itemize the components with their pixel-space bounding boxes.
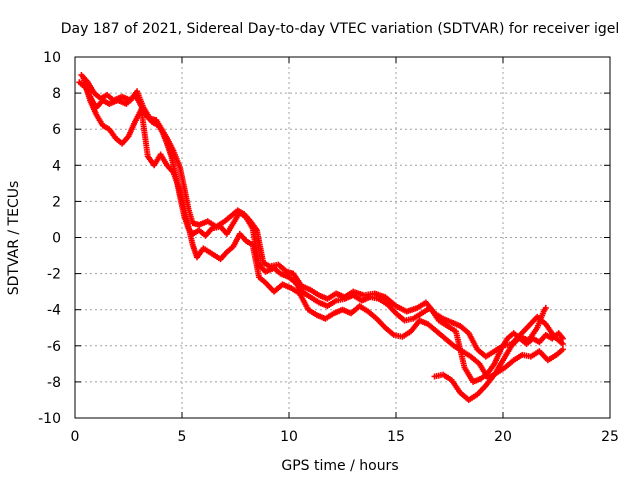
- data-point-marker: [542, 304, 549, 311]
- y-tick-label: -8: [47, 375, 61, 391]
- chart-title: Day 187 of 2021, Sidereal Day-to-day VTE…: [61, 21, 620, 37]
- x-tick-label: 25: [601, 429, 619, 445]
- y-tick-label: -6: [47, 339, 61, 355]
- series-track-d: [431, 304, 549, 403]
- x-axis-label: GPS time / hours: [281, 458, 398, 474]
- data-point-marker: [559, 335, 566, 342]
- plot-frame: [74, 56, 611, 419]
- y-tick-label: 4: [52, 158, 61, 174]
- y-tick-label: -2: [47, 267, 61, 283]
- y-tick-label: 10: [43, 50, 61, 66]
- axis-ticks: 0 5 10 15 20 25 -10 -8 -6 -4 -2 0 2 4 6 8 10: [38, 50, 619, 445]
- series-track-b: [78, 72, 566, 360]
- y-axis-label: SDTVAR / TECUs: [6, 181, 22, 296]
- data-point-marker: [559, 340, 566, 347]
- y-tick-label: 0: [52, 231, 61, 247]
- data-point-marker: [559, 346, 566, 353]
- grid-lines: [75, 57, 610, 418]
- x-tick-label: 5: [178, 429, 187, 445]
- x-tick-label: 10: [280, 429, 298, 445]
- y-tick-label: 6: [52, 122, 61, 138]
- series-track-c: [80, 75, 566, 382]
- x-tick-label: 0: [71, 429, 80, 445]
- x-tick-label: 15: [387, 429, 405, 445]
- y-tick-label: -10: [38, 411, 61, 427]
- series-track-a: [76, 79, 566, 385]
- y-tick-label: 8: [52, 86, 61, 102]
- y-tick-label: 2: [52, 194, 61, 210]
- y-tick-label: -4: [47, 303, 61, 319]
- data-points: [76, 72, 566, 403]
- x-tick-label: 20: [494, 429, 512, 445]
